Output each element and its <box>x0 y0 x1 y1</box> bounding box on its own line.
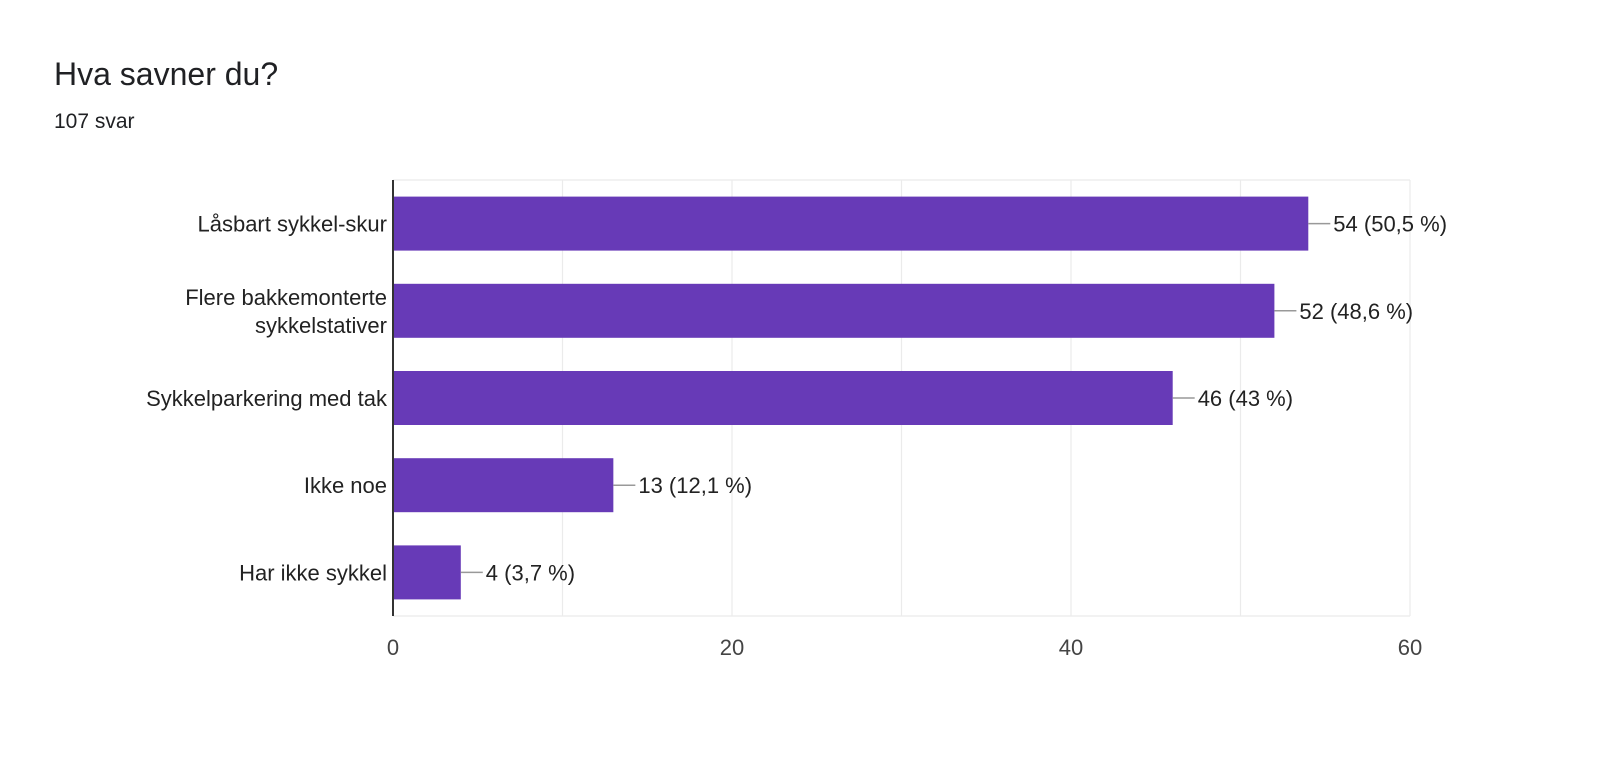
bars <box>393 196 1309 600</box>
bar <box>393 196 1309 251</box>
x-tick-label: 0 <box>387 635 399 660</box>
category-label: Sykkelparkering med tak <box>146 386 388 411</box>
category-label: sykkelstativer <box>255 313 387 338</box>
bar <box>393 545 461 600</box>
x-tick-label: 60 <box>1398 635 1422 660</box>
value-label: 46 (43 %) <box>1198 386 1293 411</box>
bar <box>393 283 1275 338</box>
question-title: Hva savner du? <box>54 56 279 92</box>
response-count: 107 svar <box>54 110 135 133</box>
category-label: Har ikke sykkel <box>239 560 387 585</box>
category-label: Ikke noe <box>304 473 387 498</box>
bar <box>393 458 614 513</box>
labels: 54 (50,5 %) Låsbart sykkel-skur 52 (48,6 %… <box>146 212 1447 586</box>
value-label: 4 (3,7 %) <box>486 560 575 585</box>
x-tick-label: 20 <box>720 635 744 660</box>
value-label: 52 (48,6 %) <box>1299 299 1413 324</box>
value-label: 54 (50,5 %) <box>1333 212 1447 237</box>
bar <box>393 371 1173 425</box>
value-label: 13 (12,1 %) <box>638 473 752 498</box>
axes: 0 20 40 60 <box>387 180 1422 660</box>
x-tick-label: 40 <box>1059 635 1083 660</box>
category-label: Flere bakkemonterte <box>185 285 387 310</box>
category-label: Låsbart sykkel-skur <box>197 212 387 237</box>
